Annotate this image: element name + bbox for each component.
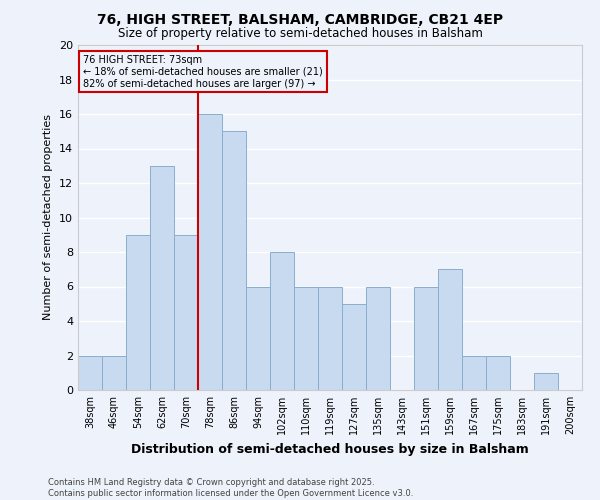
Bar xyxy=(342,304,366,390)
Bar xyxy=(534,373,558,390)
Bar xyxy=(414,286,438,390)
X-axis label: Distribution of semi-detached houses by size in Balsham: Distribution of semi-detached houses by … xyxy=(131,442,529,456)
Bar xyxy=(222,131,246,390)
Bar xyxy=(246,286,270,390)
Text: 76, HIGH STREET, BALSHAM, CAMBRIDGE, CB21 4EP: 76, HIGH STREET, BALSHAM, CAMBRIDGE, CB2… xyxy=(97,12,503,26)
Bar xyxy=(294,286,318,390)
Bar xyxy=(126,235,150,390)
Text: Contains HM Land Registry data © Crown copyright and database right 2025.
Contai: Contains HM Land Registry data © Crown c… xyxy=(48,478,413,498)
Text: 76 HIGH STREET: 73sqm
← 18% of semi-detached houses are smaller (21)
82% of semi: 76 HIGH STREET: 73sqm ← 18% of semi-deta… xyxy=(83,56,323,88)
Bar xyxy=(270,252,294,390)
Bar xyxy=(150,166,174,390)
Bar xyxy=(198,114,222,390)
Bar xyxy=(438,269,462,390)
Bar xyxy=(102,356,126,390)
Bar xyxy=(462,356,486,390)
Bar xyxy=(78,356,102,390)
Bar xyxy=(486,356,510,390)
Text: Size of property relative to semi-detached houses in Balsham: Size of property relative to semi-detach… xyxy=(118,28,482,40)
Bar xyxy=(318,286,342,390)
Bar xyxy=(174,235,198,390)
Y-axis label: Number of semi-detached properties: Number of semi-detached properties xyxy=(43,114,53,320)
Bar xyxy=(366,286,390,390)
